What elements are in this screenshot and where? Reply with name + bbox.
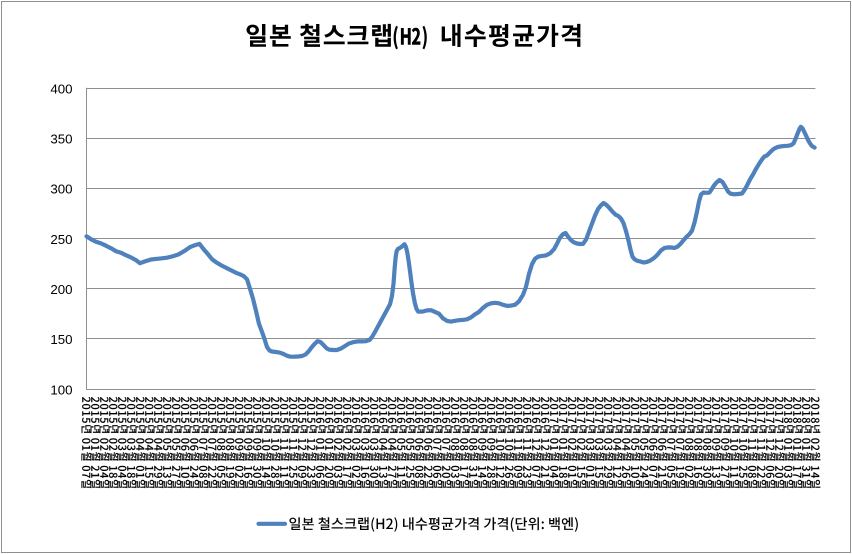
svg-text:250: 250 [50,232,72,247]
svg-text:150: 150 [50,332,72,347]
svg-text:400: 400 [50,81,72,96]
svg-text:300: 300 [50,182,72,197]
svg-text:350: 350 [50,132,72,147]
svg-text:100: 100 [50,382,72,397]
svg-text:200: 200 [50,282,72,297]
